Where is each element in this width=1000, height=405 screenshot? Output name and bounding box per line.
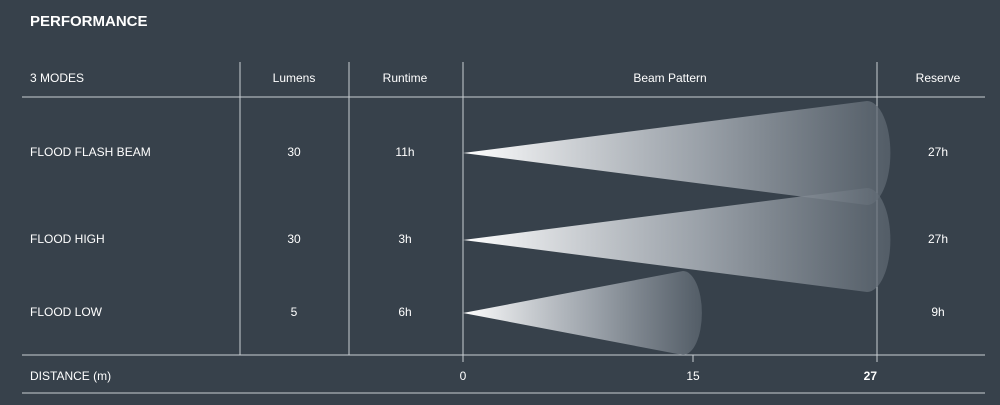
runtime: 6h [398,305,411,319]
axis-label: DISTANCE (m) [30,369,111,383]
tick-label: 27 [864,369,878,383]
panel-title: PERFORMANCE [30,13,148,30]
column-header: 3 MODES [30,71,84,85]
column-header: Runtime [383,71,428,85]
reserve: 27h [928,145,948,159]
mode-name: FLOOD FLASH BEAM [30,145,151,159]
beam [463,271,702,355]
tick-label: 15 [686,369,700,383]
beam [463,188,891,292]
lumens: 5 [291,305,298,319]
column-header: Reserve [916,71,961,85]
column-header: Lumens [273,71,316,85]
lumens: 30 [287,232,301,246]
lumens: 30 [287,145,301,159]
column-header: Beam Pattern [633,71,706,85]
reserve: 27h [928,232,948,246]
reserve: 9h [931,305,944,319]
mode-name: FLOOD LOW [30,305,103,319]
runtime: 3h [398,232,411,246]
tick-label: 0 [460,369,467,383]
mode-name: FLOOD HIGH [30,232,105,246]
beam [463,101,891,205]
runtime: 11h [395,145,414,159]
